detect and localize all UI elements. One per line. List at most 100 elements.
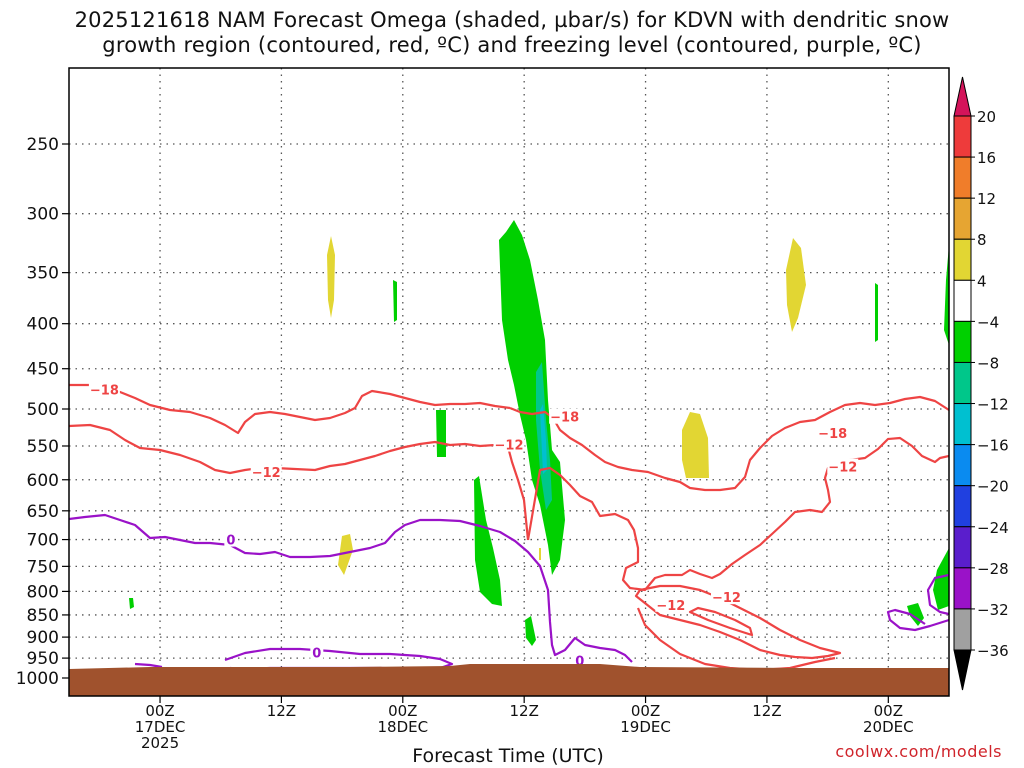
colorbar-label: −28 [977,560,1009,578]
contour-label: 0 [312,646,321,661]
y-tick-label: 800 [27,582,59,602]
y-tick-label: 250 [27,135,59,155]
y-tick-label: 1000 [16,669,59,689]
contour-label-bg [250,463,282,479]
colorbar-label: 16 [977,149,996,167]
contour-label-bg [817,425,849,441]
x-tick-label: 20DEC [863,718,914,736]
colorbar-swatch [953,320,972,363]
colorbar: 20 16 12 8 4 −4 −8 −12 −16 −20 −24 −28 −32 −36 [953,76,1009,691]
x-tick-label: 12Z [267,702,296,720]
x-axis-title: Forecast Time (UTC) [412,745,604,767]
colorbar-swatch [953,567,972,610]
colorbar-swatch [953,361,972,405]
y-tick-label: 400 [27,315,59,335]
contour-label: 0 [575,655,584,670]
y-tick-label: 900 [27,628,59,648]
x-tick-label: 2025 [141,734,179,752]
chart-title-line-1: 2025121618 NAM Forecast Omega (shaded, µ… [74,8,950,32]
x-tick-label: 00Z [388,702,417,720]
y-tick-label: 850 [27,606,59,626]
colorbar-label: 4 [977,272,987,290]
y-tick-label: 650 [27,502,59,522]
colorbar-top-arrow [953,76,972,117]
y-tick-label: 350 [27,264,59,284]
x-axis-title-wrapper: Forecast Time (UTC) [0,745,1024,767]
contour-label-bg [224,531,238,547]
y-tick-label: 500 [27,400,59,420]
omega-region-green-column [474,476,502,606]
omega-region-green-right-low [933,548,949,610]
gridlines [69,68,949,696]
contour-label-bg [310,644,324,660]
contour-label: −18 [90,383,119,398]
colorbar-swatch [953,115,972,158]
contour-label-bg [88,381,120,397]
y-tick-label: 700 [27,531,59,551]
contour-zero-upper [69,513,633,663]
colorbar-label: −8 [977,354,999,372]
omega-region-green-sliver-2 [875,283,878,342]
x-tick-label: 19DEC [620,718,671,736]
colorbar-label: 12 [977,190,996,208]
contour-label: −12 [656,599,685,614]
contour-label: 0 [226,534,235,549]
colorbar-label: 20 [977,108,996,126]
omega-region-yellow-1 [327,236,335,318]
contour-label: −12 [828,461,857,476]
contour-label-bg [710,589,742,605]
omega-region-green-box [436,410,446,457]
colorbar-label: −32 [977,601,1009,619]
plot-frame [68,67,950,697]
x-tick-label: 17DEC [135,718,186,736]
colorbar-bottom-arrow [953,649,972,691]
contour-zero-right-lower [886,608,949,632]
terrain-surface [69,664,949,696]
colorbar-swatch [953,526,972,569]
colorbar-swatch [953,403,972,446]
contour-minus12-small-loop [688,606,754,637]
contour-label-bg [573,652,587,668]
contour-label: −18 [818,427,847,442]
chart-title-line-2: growth region (contoured, red, ºC) and f… [102,33,922,57]
plot-background [69,68,949,696]
x-tick-label: 00Z [631,702,660,720]
x-tick-label: 18DEC [377,718,428,736]
colorbar-label: −36 [977,642,1009,660]
contour-label-bg [493,436,525,452]
contour-zero-small [134,662,163,669]
y-tick-label: 600 [27,471,59,491]
x-tick-label: 12Z [509,702,538,720]
y-tick-label: 300 [27,205,59,225]
omega-region-yellow-3 [682,412,709,478]
omega-region-yellow-5 [539,548,541,560]
contour-label-bg [655,596,687,612]
colorbar-label: −16 [977,437,1009,455]
colorbar-label: −4 [977,313,999,331]
contour-minus18-mid [509,395,949,492]
colorbar-swatch [953,197,972,240]
contour-minus18-left [69,383,511,435]
x-tick-label: 00Z [874,702,903,720]
contour-label: −12 [252,466,281,481]
y-axis: 2503003504004505005506006507007508008509… [16,135,69,689]
colorbar-swatch [953,238,972,281]
contour-minus12-lower-loop [634,584,842,660]
omega-region-green-lower [525,616,536,646]
x-tick-label: 00Z [145,702,174,720]
site-credit: coolwx.com/models [835,742,1002,761]
colorbar-label: −24 [977,519,1009,537]
omega-region-green-edge [944,245,949,345]
x-tick-label: 12Z [752,702,781,720]
omega-region-yellow-2 [338,534,353,575]
colorbar-swatch [953,608,972,651]
omega-region-green-sliver-1 [393,280,397,322]
colorbar-swatch [953,444,972,487]
omega-region-cyan-core [540,404,547,474]
contour-label-bg [549,408,581,424]
colorbar-label: −20 [977,478,1009,496]
contour-label: −12 [495,439,524,454]
contour-label-bg [827,458,859,474]
